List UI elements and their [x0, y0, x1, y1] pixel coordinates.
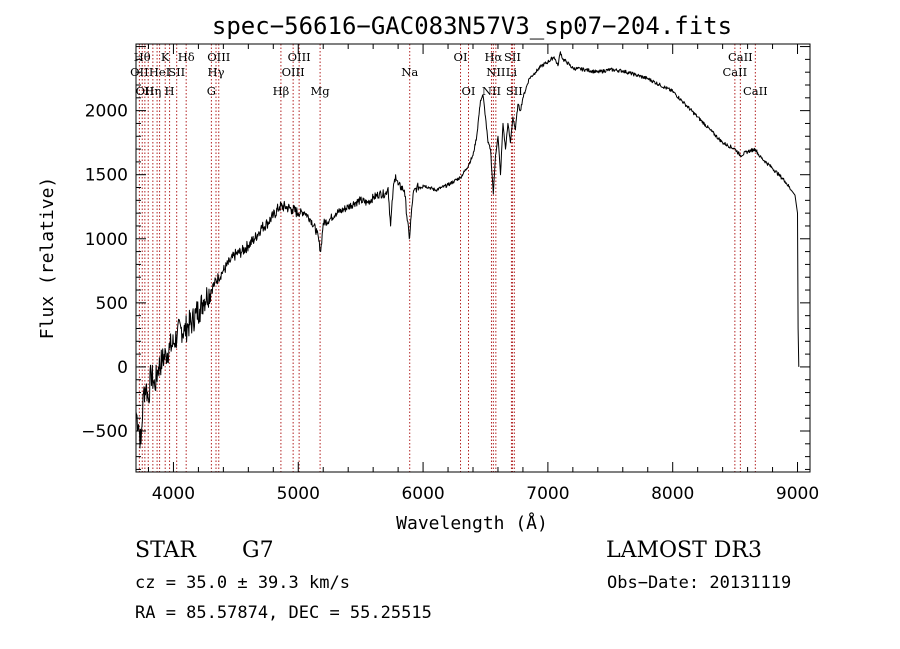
line-label: Hθ — [134, 50, 151, 64]
x-tick-label: 8000 — [651, 484, 694, 504]
y-axis-label: Flux (relative) — [37, 177, 58, 340]
line-label: Hβ — [273, 84, 290, 98]
line-labels: OIIHθOIIHηHeIKHSIIHδGHγOIIIHβOIIIOIIIMgN… — [130, 50, 768, 98]
line-label: Hγ — [208, 65, 225, 79]
y-tick-label: 2000 — [85, 102, 128, 122]
line-label: SII — [168, 65, 185, 79]
y-tick-label: 1000 — [85, 230, 128, 250]
line-label: OIII — [282, 65, 305, 79]
survey-name: LAMOST DR3 — [606, 538, 762, 563]
spectrum-line — [135, 51, 800, 449]
line-label: SII — [504, 50, 521, 64]
coordinates: RA = 85.57874, DEC = 55.25515 — [135, 603, 432, 623]
y-tick-label: 0 — [117, 358, 128, 378]
redshift-info: cz = 35.0 ± 39.3 km/s — [135, 573, 350, 593]
line-label: CaII — [743, 84, 768, 98]
x-tick-label: 9000 — [776, 484, 819, 504]
line-label: OII — [136, 84, 155, 98]
line-markers — [138, 44, 756, 472]
line-label: Hδ — [178, 50, 195, 64]
y-tick-label: 1500 — [85, 166, 128, 186]
line-label: CaII — [722, 65, 747, 79]
line-label: G — [207, 84, 216, 98]
line-label: Hα — [484, 50, 502, 64]
x-axis-label: Wavelength (Å) — [396, 512, 548, 534]
line-label: Li — [506, 65, 518, 79]
line-label: Na — [401, 65, 418, 79]
observation-date: Obs−Date: 20131119 — [607, 573, 792, 593]
line-label: NII — [486, 65, 505, 79]
y-tick-label: 500 — [96, 294, 128, 314]
x-tick-label: 6000 — [401, 484, 444, 504]
x-tick-label: 7000 — [526, 484, 569, 504]
plot-frame — [135, 43, 811, 473]
chart-title: spec−56616−GAC083N57V3_sp07−204.fits — [212, 12, 732, 40]
line-label: OIII — [288, 50, 311, 64]
y-tick-label: −500 — [81, 422, 128, 442]
line-label: Hη — [144, 84, 161, 98]
line-label: HeI — [149, 65, 170, 79]
line-label: OI — [462, 84, 476, 98]
line-label: NII — [482, 84, 501, 98]
line-label: SII — [506, 84, 523, 98]
line-label: H — [165, 84, 175, 98]
y-axis: −500 0 500 1000 1500 2000 — [81, 46, 810, 470]
spectral-subclass: G7 — [242, 538, 274, 563]
line-label: OIII — [207, 50, 230, 64]
line-label: CaII — [728, 50, 753, 64]
line-label: OI — [454, 50, 468, 64]
object-type: STAR — [135, 538, 196, 563]
line-label: Mg — [311, 84, 331, 98]
line-label: K — [161, 50, 170, 64]
x-axis: 4000 5000 6000 7000 8000 9000 — [147, 44, 819, 504]
x-tick-label: 5000 — [277, 484, 320, 504]
x-tick-label: 4000 — [152, 484, 195, 504]
